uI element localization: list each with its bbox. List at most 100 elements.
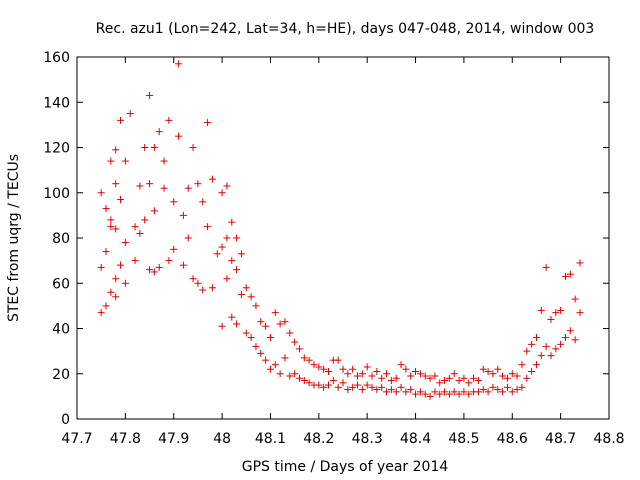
data-point <box>150 268 158 276</box>
x-tick-label: 47.7 <box>61 431 92 447</box>
data-point <box>242 329 250 337</box>
data-point <box>402 365 410 373</box>
data-point <box>233 234 241 242</box>
data-point <box>170 245 178 253</box>
data-point <box>291 370 299 378</box>
data-point <box>112 293 120 301</box>
data-point <box>262 322 270 330</box>
y-tick-label: 160 <box>43 50 70 66</box>
data-point <box>107 157 115 165</box>
y-axis-label: STEC from uqrg / TECUs <box>6 154 22 322</box>
data-point <box>455 390 463 398</box>
data-point <box>295 374 303 382</box>
x-tick-label: 48.5 <box>448 431 479 447</box>
data-point <box>242 284 250 292</box>
data-point <box>368 383 376 391</box>
data-point <box>518 361 526 369</box>
data-point <box>252 343 260 351</box>
data-point <box>141 216 149 224</box>
data-point <box>532 334 540 342</box>
x-tick-label: 48.8 <box>593 431 624 447</box>
chart-title: Rec. azu1 (Lon=242, Lat=34, h=HE), days … <box>96 21 595 37</box>
data-point <box>233 266 241 274</box>
data-point <box>552 345 560 353</box>
data-point <box>121 279 129 287</box>
x-axis-label: GPS time / Days of year 2014 <box>242 459 449 475</box>
data-point <box>349 365 357 373</box>
data-point <box>358 386 366 394</box>
data-point <box>484 388 492 396</box>
data-point <box>146 266 154 274</box>
y-tick-label: 60 <box>52 276 70 292</box>
data-point <box>354 372 362 380</box>
data-point <box>305 379 313 387</box>
data-point <box>528 340 536 348</box>
data-point <box>416 388 424 396</box>
data-point <box>547 315 555 323</box>
data-point <box>474 388 482 396</box>
data-point <box>262 356 270 364</box>
y-tick-label: 100 <box>43 186 70 202</box>
data-point <box>436 379 444 387</box>
data-point <box>571 336 579 344</box>
data-point <box>218 243 226 251</box>
x-axis: 47.7 47.8 47.9 48 48.1 48.2 48.3 48.4 48.5 48.6 48… <box>61 57 625 447</box>
data-point <box>155 263 163 271</box>
data-point <box>397 383 405 391</box>
data-point <box>465 390 473 398</box>
data-point <box>310 361 318 369</box>
data-point <box>561 334 569 342</box>
data-point <box>228 218 236 226</box>
x-tick-label: 48.1 <box>255 431 286 447</box>
data-point <box>102 302 110 310</box>
data-point <box>387 386 395 394</box>
data-point <box>324 381 332 389</box>
data-point <box>175 132 183 140</box>
data-point <box>474 377 482 385</box>
data-point <box>450 370 458 378</box>
data-point <box>184 234 192 242</box>
data-point <box>218 189 226 197</box>
data-point <box>407 386 415 394</box>
data-points <box>97 60 584 400</box>
data-point <box>354 381 362 389</box>
data-point <box>349 383 357 391</box>
data-point <box>436 390 444 398</box>
data-point <box>189 144 197 151</box>
data-point <box>373 386 381 394</box>
data-point <box>271 309 279 317</box>
data-point <box>107 288 115 296</box>
x-tick-label: 48 <box>213 431 231 447</box>
data-point <box>557 306 565 314</box>
data-point <box>532 361 540 369</box>
data-point <box>542 263 550 271</box>
data-point <box>281 354 289 362</box>
data-point <box>155 128 163 136</box>
data-point <box>112 225 120 233</box>
data-point <box>112 146 120 154</box>
data-point <box>237 250 245 258</box>
data-point <box>189 275 197 283</box>
data-point <box>136 229 144 237</box>
data-point <box>102 248 110 256</box>
data-point <box>523 374 531 382</box>
data-point <box>489 370 497 378</box>
data-point <box>315 363 323 371</box>
data-point <box>315 381 323 389</box>
data-point <box>291 338 299 346</box>
data-point <box>441 388 449 396</box>
data-point <box>392 388 400 396</box>
data-point <box>112 275 120 283</box>
y-tick-label: 120 <box>43 141 70 157</box>
data-point <box>421 372 429 380</box>
data-point <box>523 347 531 355</box>
data-point <box>305 356 313 364</box>
data-point <box>199 198 207 206</box>
data-point <box>97 189 105 197</box>
data-point <box>126 110 134 118</box>
data-point <box>407 372 415 380</box>
data-point <box>117 261 125 269</box>
data-point <box>179 211 187 219</box>
data-point <box>194 180 202 188</box>
